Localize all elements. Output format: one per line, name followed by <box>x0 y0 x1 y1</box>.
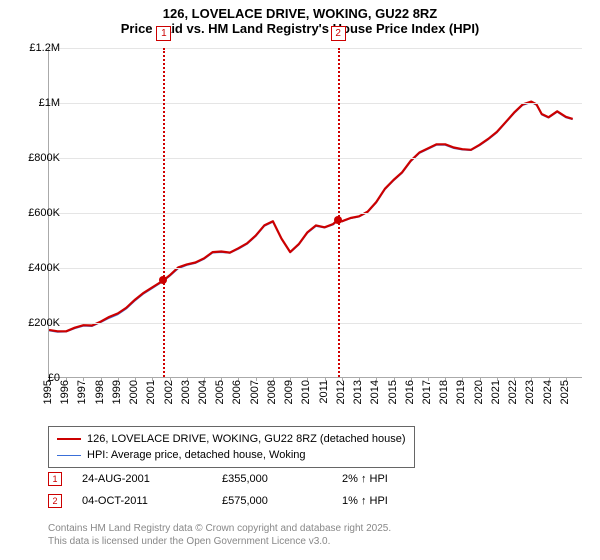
x-tick-label: 2022 <box>507 380 519 404</box>
gridline-h <box>49 213 582 214</box>
x-tick-label: 2009 <box>283 380 295 404</box>
x-tick-label: 2011 <box>318 380 330 404</box>
footer-line-1: Contains HM Land Registry data © Crown c… <box>48 522 391 535</box>
event-num-box: 1 <box>48 472 62 486</box>
event-price: £575,000 <box>222 495 322 507</box>
gridline-h <box>49 48 582 49</box>
event-row: 1 24-AUG-2001 £355,000 2% ↑ HPI <box>48 468 568 490</box>
legend-row: 126, LOVELACE DRIVE, WOKING, GU22 8RZ (d… <box>57 431 406 447</box>
title-line-1: 126, LOVELACE DRIVE, WOKING, GU22 8RZ <box>0 6 600 21</box>
gridline-h <box>49 158 582 159</box>
plot-region: 12 <box>48 48 582 378</box>
event-vline <box>163 48 165 377</box>
x-tick-label: 2023 <box>524 380 536 404</box>
series-line-property <box>49 102 573 332</box>
legend-swatch <box>57 455 81 456</box>
x-axis-labels: 1995199619971998199920002001200220032004… <box>48 380 582 420</box>
x-tick-label: 2013 <box>352 380 364 404</box>
x-tick-label: 2020 <box>473 380 485 404</box>
event-marker-dot <box>334 216 342 224</box>
event-marker-box: 2 <box>331 26 346 41</box>
event-price: £355,000 <box>222 473 322 485</box>
x-tick-label: 2014 <box>369 380 381 404</box>
x-tick-label: 2012 <box>335 380 347 404</box>
legend-box: 126, LOVELACE DRIVE, WOKING, GU22 8RZ (d… <box>48 426 415 468</box>
footer-line-2: This data is licensed under the Open Gov… <box>48 535 391 548</box>
legend-label: HPI: Average price, detached house, Woki… <box>87 449 306 461</box>
x-tick-label: 2002 <box>163 380 175 404</box>
x-tick-label: 1996 <box>59 380 71 404</box>
x-tick-label: 1997 <box>76 380 88 404</box>
x-tick-label: 2016 <box>404 380 416 404</box>
legend-row: HPI: Average price, detached house, Woki… <box>57 447 406 463</box>
x-tick-label: 2018 <box>438 380 450 404</box>
gridline-h <box>49 268 582 269</box>
event-table: 1 24-AUG-2001 £355,000 2% ↑ HPI 2 04-OCT-2011… <box>48 468 568 512</box>
x-tick-label: 2005 <box>214 380 226 404</box>
title-line-2: Price paid vs. HM Land Registry's House … <box>0 21 600 36</box>
x-tick-label: 2007 <box>249 380 261 404</box>
y-tick-label: £1.2M <box>14 42 60 54</box>
x-tick-label: 2015 <box>387 380 399 404</box>
x-tick-label: 2025 <box>559 380 571 404</box>
x-tick-label: 1995 <box>42 380 54 404</box>
footer-attribution: Contains HM Land Registry data © Crown c… <box>48 522 391 548</box>
gridline-h <box>49 103 582 104</box>
event-date: 24-AUG-2001 <box>82 473 202 485</box>
x-tick-label: 1999 <box>111 380 123 404</box>
event-num-box: 2 <box>48 494 62 508</box>
y-tick-label: £200K <box>14 317 60 329</box>
legend-label: 126, LOVELACE DRIVE, WOKING, GU22 8RZ (d… <box>87 433 406 445</box>
x-tick-label: 2019 <box>455 380 467 404</box>
x-tick-label: 2003 <box>180 380 192 404</box>
x-tick-label: 2008 <box>266 380 278 404</box>
x-tick-label: 2010 <box>300 380 312 404</box>
chart-container: 126, LOVELACE DRIVE, WOKING, GU22 8RZ Pr… <box>0 0 600 560</box>
x-tick-label: 2004 <box>197 380 209 404</box>
x-tick-label: 2000 <box>128 380 140 404</box>
x-tick-label: 2024 <box>542 380 554 404</box>
gridline-h <box>49 323 582 324</box>
event-row: 2 04-OCT-2011 £575,000 1% ↑ HPI <box>48 490 568 512</box>
y-tick-label: £400K <box>14 262 60 274</box>
x-tick-label: 2006 <box>231 380 243 404</box>
y-tick-label: £1M <box>14 97 60 109</box>
x-tick-label: 2021 <box>490 380 502 404</box>
series-line-hpi <box>49 102 573 332</box>
event-hpi-delta: 2% ↑ HPI <box>342 473 568 485</box>
title-block: 126, LOVELACE DRIVE, WOKING, GU22 8RZ Pr… <box>0 0 600 36</box>
x-tick-label: 2001 <box>145 380 157 404</box>
x-tick-label: 2017 <box>421 380 433 404</box>
event-marker-dot <box>159 276 167 284</box>
event-vline <box>338 48 340 377</box>
event-marker-box: 1 <box>156 26 171 41</box>
y-tick-label: £800K <box>14 152 60 164</box>
y-tick-label: £600K <box>14 207 60 219</box>
chart-area: 12 <box>48 48 582 378</box>
event-date: 04-OCT-2011 <box>82 495 202 507</box>
legend-swatch <box>57 438 81 440</box>
x-tick-label: 1998 <box>94 380 106 404</box>
event-hpi-delta: 1% ↑ HPI <box>342 495 568 507</box>
